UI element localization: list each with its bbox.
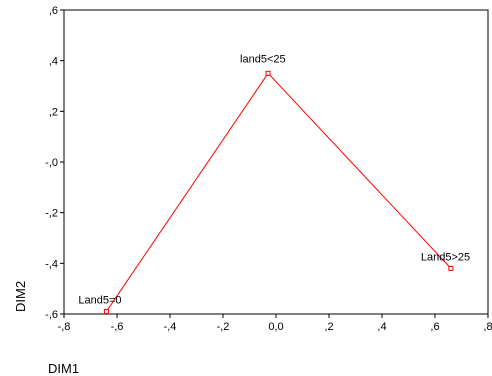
x-axis-title: DIM1 [48, 361, 79, 376]
x-tick-label: ,4 [377, 321, 386, 333]
x-tick-label: ,8 [483, 321, 492, 333]
y-tick-label: ,2 [49, 106, 58, 118]
data-point [448, 265, 454, 271]
x-tick-label: -,4 [164, 321, 177, 333]
y-tick-label: ,6 [49, 5, 58, 17]
data-point [103, 308, 109, 314]
y-tick-label: ,4 [49, 56, 58, 68]
y-tick-label: -,4 [45, 258, 58, 270]
x-tick-label: -,8 [58, 321, 71, 333]
y-axis-title: DIM2 [13, 281, 28, 312]
data-point-label: Land5=0 [78, 294, 121, 306]
y-tick-label: -,0 [45, 157, 58, 169]
x-tick-label: 0,0 [268, 321, 283, 333]
series-line [105, 72, 452, 312]
x-axis: -,8 -,6 -,4 -,2 0,0 ,2 ,4 ,6 ,8 [58, 314, 492, 333]
x-tick-label: -,2 [217, 321, 230, 333]
data-point-label: land5<25 [240, 53, 286, 65]
y-tick-label: -,6 [45, 309, 58, 321]
x-tick-label: -,6 [111, 321, 124, 333]
data-point [265, 70, 271, 76]
x-tick-label: ,6 [430, 321, 439, 333]
data-point-label: Land5>25 [421, 251, 470, 263]
data-series: Land5=0 land5<25 Land5>25 [78, 53, 470, 314]
x-tick-label: ,2 [324, 321, 333, 333]
y-axis: ,6 ,4 ,2 -,0 -,2 -,4 -,6 [45, 5, 64, 321]
y-tick-label: -,2 [45, 208, 58, 220]
